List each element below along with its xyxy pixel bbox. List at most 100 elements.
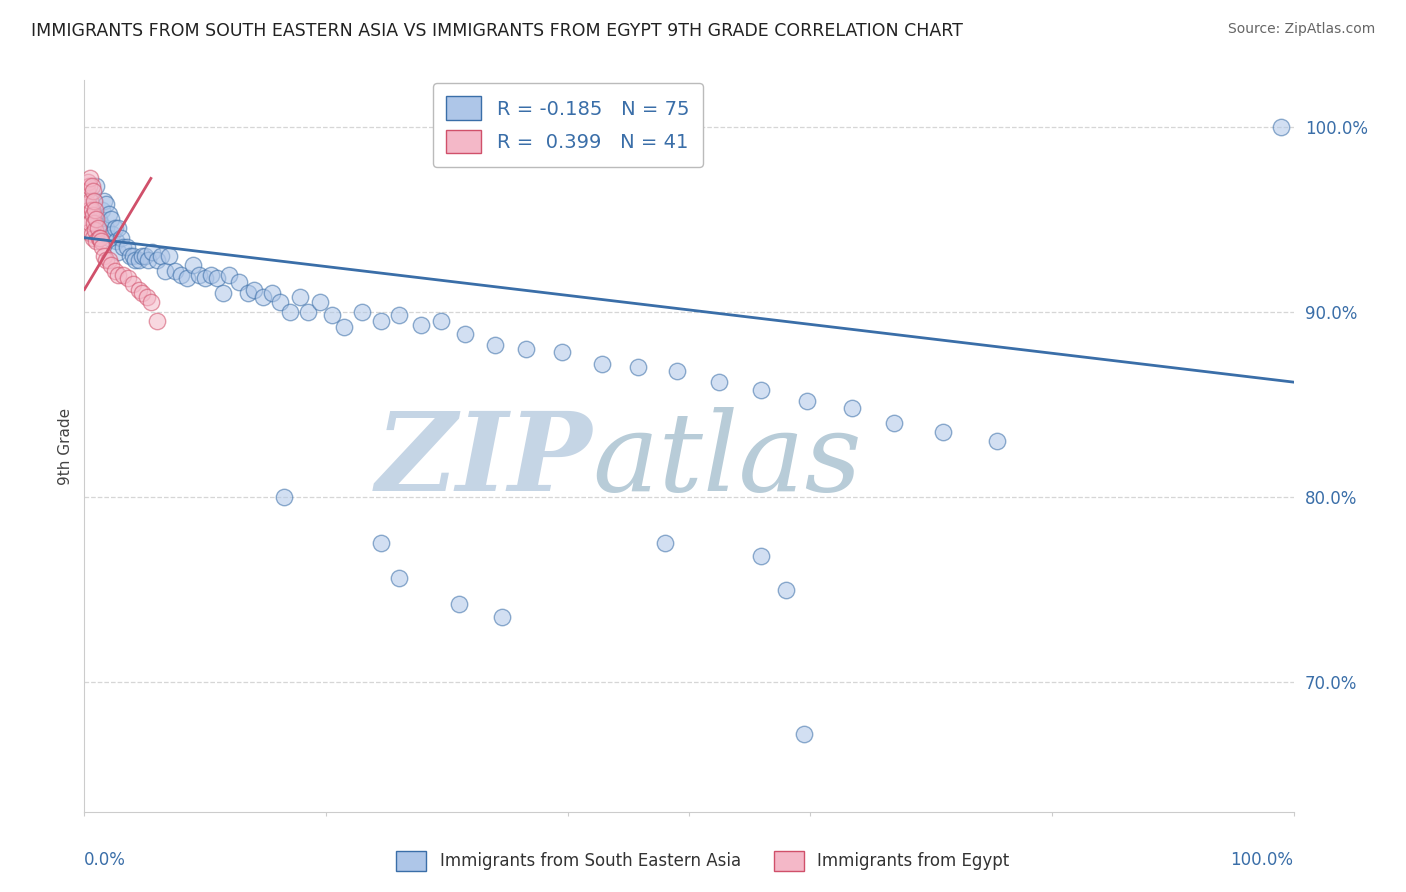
Point [228, 275, 250, 289]
Point [86, 212, 108, 227]
Point [84, 223, 107, 237]
Point [80, 178, 103, 193]
Point [115, 240, 138, 254]
Point [449, 597, 471, 611]
Point [97, 252, 120, 267]
Point [100, 259, 122, 273]
Point [146, 252, 169, 267]
Point [252, 290, 274, 304]
Y-axis label: 9th Grade: 9th Grade [58, 408, 73, 484]
Point [138, 252, 160, 267]
Point [155, 264, 177, 278]
Point [76, 185, 98, 199]
Point [91, 240, 114, 254]
Point [112, 268, 135, 282]
Point [76, 212, 98, 227]
Point [80, 227, 103, 241]
Point [269, 295, 291, 310]
Point [110, 230, 132, 244]
Point [86, 221, 108, 235]
Point [80, 202, 103, 217]
Point [370, 536, 392, 550]
Point [77, 175, 100, 189]
Point [90, 235, 112, 249]
Point [986, 434, 1008, 449]
Point [883, 416, 905, 430]
Point [83, 216, 105, 230]
Point [212, 286, 235, 301]
Point [83, 194, 105, 208]
Point [82, 209, 104, 223]
Text: IMMIGRANTS FROM SOUTH EASTERN ASIA VS IMMIGRANTS FROM EGYPT 9TH GRADE CORRELATIO: IMMIGRANTS FROM SOUTH EASTERN ASIA VS IM… [31, 22, 963, 40]
Point [84, 202, 107, 217]
Point [309, 295, 332, 310]
Point [93, 194, 115, 208]
Point [218, 268, 240, 282]
Point [100, 212, 122, 227]
Point [104, 235, 127, 249]
Point [591, 357, 613, 371]
Point [1270, 120, 1292, 134]
Point [93, 249, 115, 263]
Point [94, 252, 117, 267]
Point [97, 230, 120, 244]
Point [112, 240, 135, 254]
Point [79, 194, 101, 208]
Point [157, 249, 180, 263]
Point [86, 178, 108, 193]
Point [242, 283, 264, 297]
Point [260, 286, 283, 301]
Point [165, 264, 187, 278]
Point [370, 314, 392, 328]
Point [86, 235, 108, 249]
Text: ZIP: ZIP [375, 407, 592, 515]
Point [128, 283, 150, 297]
Point [97, 206, 120, 220]
Point [124, 252, 146, 267]
Point [333, 319, 356, 334]
Point [297, 304, 319, 318]
Legend: R = -0.185   N = 75, R =  0.399   N = 41: R = -0.185 N = 75, R = 0.399 N = 41 [433, 83, 703, 167]
Point [654, 536, 676, 550]
Point [430, 314, 453, 328]
Point [273, 490, 295, 504]
Point [236, 286, 259, 301]
Point [94, 197, 117, 211]
Point [627, 360, 650, 375]
Point [551, 345, 574, 359]
Point [181, 259, 204, 273]
Point [775, 582, 797, 597]
Point [321, 309, 343, 323]
Point [86, 209, 108, 223]
Point [82, 230, 104, 244]
Point [188, 268, 211, 282]
Point [484, 338, 506, 352]
Point [121, 249, 143, 263]
Point [352, 304, 374, 318]
Legend: Immigrants from South Eastern Asia, Immigrants from Egypt: Immigrants from South Eastern Asia, Immi… [388, 842, 1018, 880]
Point [136, 290, 159, 304]
Point [665, 364, 688, 378]
Point [121, 277, 143, 291]
Point [91, 202, 114, 217]
Point [94, 221, 117, 235]
Point [139, 295, 162, 310]
Point [79, 171, 101, 186]
Point [388, 571, 411, 585]
Point [101, 227, 124, 241]
Point [134, 249, 156, 263]
Point [77, 225, 100, 239]
Point [176, 271, 198, 285]
Point [515, 342, 537, 356]
Point [751, 383, 773, 397]
Point [207, 271, 229, 285]
Point [77, 202, 100, 217]
Text: 0.0%: 0.0% [84, 851, 127, 869]
Point [77, 197, 100, 211]
Point [107, 245, 129, 260]
Point [146, 314, 169, 328]
Point [87, 212, 110, 227]
Point [288, 290, 311, 304]
Point [141, 245, 163, 260]
Point [117, 271, 139, 285]
